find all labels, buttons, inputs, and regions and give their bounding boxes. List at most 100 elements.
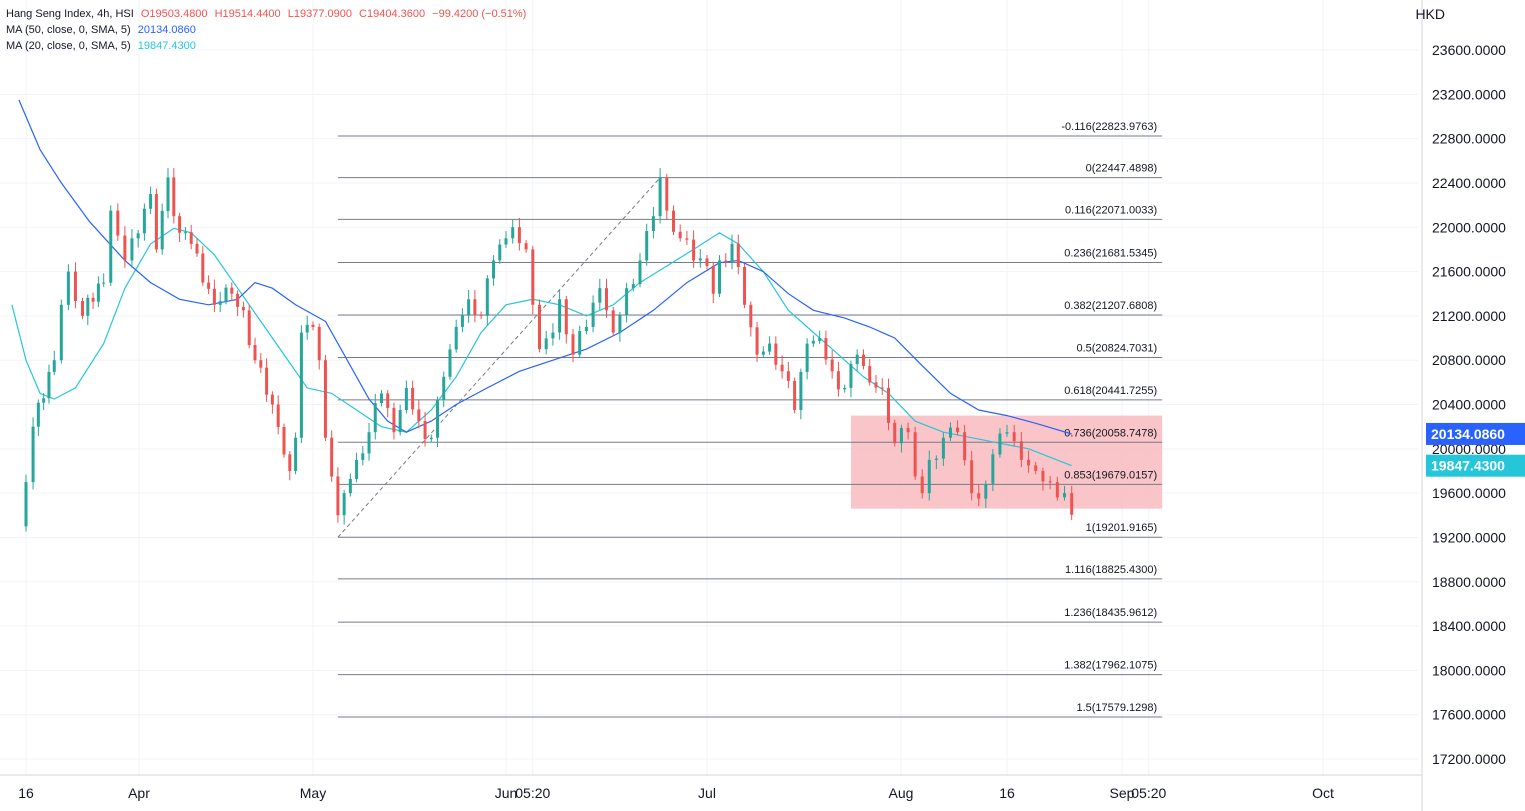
fib-label: 0.736(20058.7478) — [1064, 427, 1157, 439]
time-tick-label: Apr — [128, 785, 150, 801]
fib-label: 0.853(19679.0157) — [1064, 469, 1157, 481]
time-tick-label: Aug — [889, 785, 914, 801]
time-tick-label: 16 — [999, 785, 1015, 801]
candle-body — [224, 287, 228, 302]
candle-body — [86, 297, 90, 316]
candle-body — [109, 210, 113, 283]
candle-body — [868, 366, 872, 383]
fib-label: 1.116(18825.4300) — [1065, 564, 1157, 576]
candle-body — [367, 432, 371, 454]
candle-body — [123, 235, 127, 261]
candle-body — [448, 349, 452, 377]
candle-body — [920, 476, 924, 494]
candle-body — [564, 299, 568, 335]
candle-body — [836, 371, 840, 390]
price-tick-label: 22400.0000 — [1432, 175, 1506, 191]
legend-ma20-row[interactable]: MA (20, close, 0, SMA, 5) 19847.4300 — [6, 38, 530, 54]
candle-body — [183, 232, 187, 234]
candle-body — [42, 398, 46, 403]
candle-body — [454, 326, 458, 350]
candle-body — [544, 338, 548, 350]
candle-body — [417, 409, 421, 422]
candle-body — [538, 304, 541, 350]
fib-label: 0.116(22071.0033) — [1065, 204, 1157, 216]
candle-body — [473, 299, 477, 315]
candle-body — [963, 432, 967, 461]
candle-body — [142, 208, 146, 234]
candle-body — [230, 287, 234, 294]
candle-body — [651, 216, 655, 232]
candle-body — [843, 387, 847, 390]
candle-body — [317, 326, 321, 361]
legend-change: −99.4200 (−0.51%) — [432, 8, 527, 20]
candle-body — [1041, 470, 1045, 482]
fib-trend-line — [337, 177, 661, 538]
price-tick-label: 22000.0000 — [1432, 219, 1506, 235]
candle-body — [511, 227, 515, 239]
candle-body — [749, 304, 753, 328]
candle-body — [893, 422, 897, 444]
legend-ma50-row[interactable]: MA (50, close, 0, SMA, 5) 20134.0860 — [6, 22, 530, 38]
candle-body — [348, 478, 352, 494]
candle-body — [212, 288, 216, 305]
legend-close: C19404.3600 — [359, 8, 426, 20]
candle-body — [906, 427, 910, 433]
price-tick-label: 19600.0000 — [1432, 485, 1506, 501]
candle-body — [768, 343, 772, 352]
candle-body — [984, 483, 988, 499]
time-tick-label: Jun — [495, 785, 518, 801]
candle-body — [253, 345, 257, 361]
candle-body — [818, 338, 822, 341]
candle-body — [47, 371, 51, 399]
price-tick-label: 17200.0000 — [1432, 751, 1506, 767]
time-tick-label: 05:20 — [515, 785, 550, 801]
candle-body — [1048, 481, 1052, 483]
candle-body — [259, 360, 263, 368]
candle-body — [598, 288, 602, 303]
candle-body — [136, 233, 140, 239]
candle-body — [236, 293, 240, 307]
candle-body — [265, 367, 269, 395]
time-tick-label: 05:20 — [1131, 785, 1166, 801]
price-tick-label: 20800.0000 — [1432, 352, 1506, 368]
legend-open: O19503.4800 — [140, 8, 208, 20]
candle-body — [392, 407, 396, 433]
candle-body — [678, 231, 682, 239]
candle-body — [218, 301, 222, 305]
candle-body — [780, 364, 784, 372]
price-tick-label: 17600.0000 — [1432, 707, 1506, 723]
currency-label: HKD — [1415, 6, 1445, 22]
candle-body — [207, 282, 211, 289]
candle-body — [386, 393, 390, 408]
candle-body — [492, 260, 496, 279]
grid-lines — [0, 49, 1418, 760]
candle-body — [24, 482, 28, 527]
candle-body — [998, 433, 1002, 455]
price-tick-label: 18400.0000 — [1432, 618, 1506, 634]
candle-body — [1070, 493, 1074, 515]
candle-body — [81, 301, 84, 316]
candle-body — [1005, 432, 1009, 434]
price-tick-label: 21200.0000 — [1432, 308, 1506, 324]
legend-ma50-label: MA (50, close, 0, SMA, 5) — [6, 24, 131, 36]
candle-body — [774, 343, 778, 365]
candle-body — [755, 327, 759, 355]
legend-symbol: Hang Seng Index, 4h, HSI — [6, 8, 134, 20]
fib-label: 1.236(18435.9612) — [1064, 607, 1157, 619]
candle-body — [934, 458, 938, 460]
candle-body — [467, 299, 471, 316]
price-tag-label: 20134.0860 — [1431, 426, 1505, 442]
fib-label: 0.382(21207.6808) — [1064, 300, 1157, 312]
candle-body — [436, 399, 440, 438]
candle-body — [861, 354, 865, 367]
candle-body — [154, 194, 158, 250]
candle-body — [149, 194, 153, 209]
candle-body — [761, 351, 765, 355]
candle-body — [355, 459, 359, 479]
candle-body — [811, 340, 815, 344]
price-tick-label: 21600.0000 — [1432, 264, 1506, 280]
candle-body — [645, 231, 649, 261]
candle-body — [247, 310, 251, 346]
price-tick-label: 18000.0000 — [1432, 662, 1506, 678]
